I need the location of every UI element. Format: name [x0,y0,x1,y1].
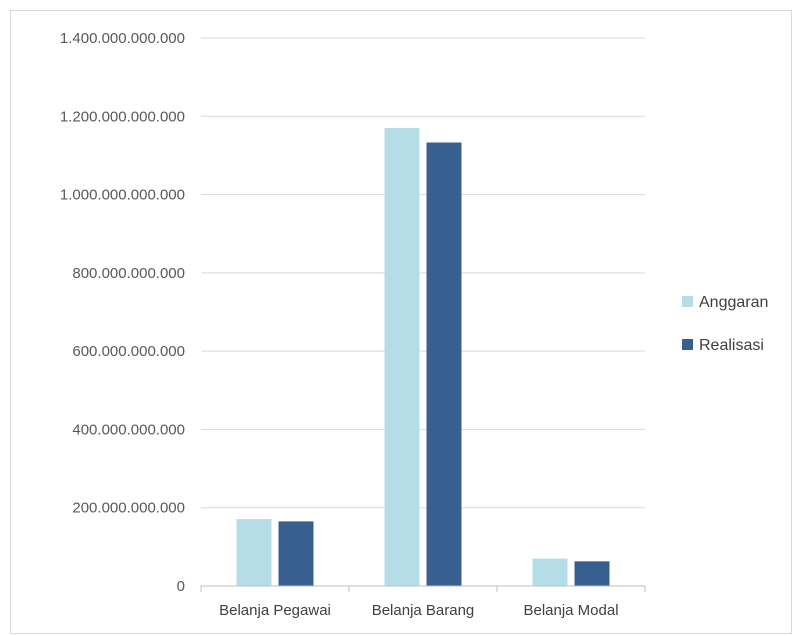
y-tick-label: 0 [177,578,185,595]
y-tick-label: 800.000.000.000 [72,265,185,282]
y-tick-label: 1.400.000.000.000 [60,30,185,47]
y-tick-label: 1.200.000.000.000 [60,108,185,125]
y-tick-label: 400.000.000.000 [72,421,185,438]
bar-anggaran-2 [384,128,420,586]
y-tick-label: 200.000.000.000 [72,500,185,517]
x-category-label: Belanja Barang [372,602,475,619]
bar-realisasi-2 [426,142,462,587]
bar-realisasi-3 [574,561,610,586]
x-axis: Belanja Pegawai Belanja Barang Belanja Mod… [200,585,646,619]
legend-label-anggaran: Anggaran [699,294,768,311]
legend: Anggaran Realisasi [682,294,768,354]
bar-anggaran-1 [236,519,272,586]
y-tick-label: 1.000.000.000.000 [60,187,185,204]
gridlines [201,37,645,509]
x-category-label: Belanja Modal [523,602,618,619]
y-axis: 0 200.000.000.000 400.000.000.000 600.000.0… [60,30,185,595]
x-category-label: Belanja Pegawai [219,602,331,619]
y-tick-label: 600.000.000.000 [72,343,185,360]
bar-realisasi-1 [278,521,314,586]
bars [236,128,610,587]
legend-label-realisasi: Realisasi [699,337,764,354]
legend-swatch-realisasi [682,339,693,350]
legend-swatch-anggaran [682,296,693,307]
bar-anggaran-3 [532,558,568,586]
